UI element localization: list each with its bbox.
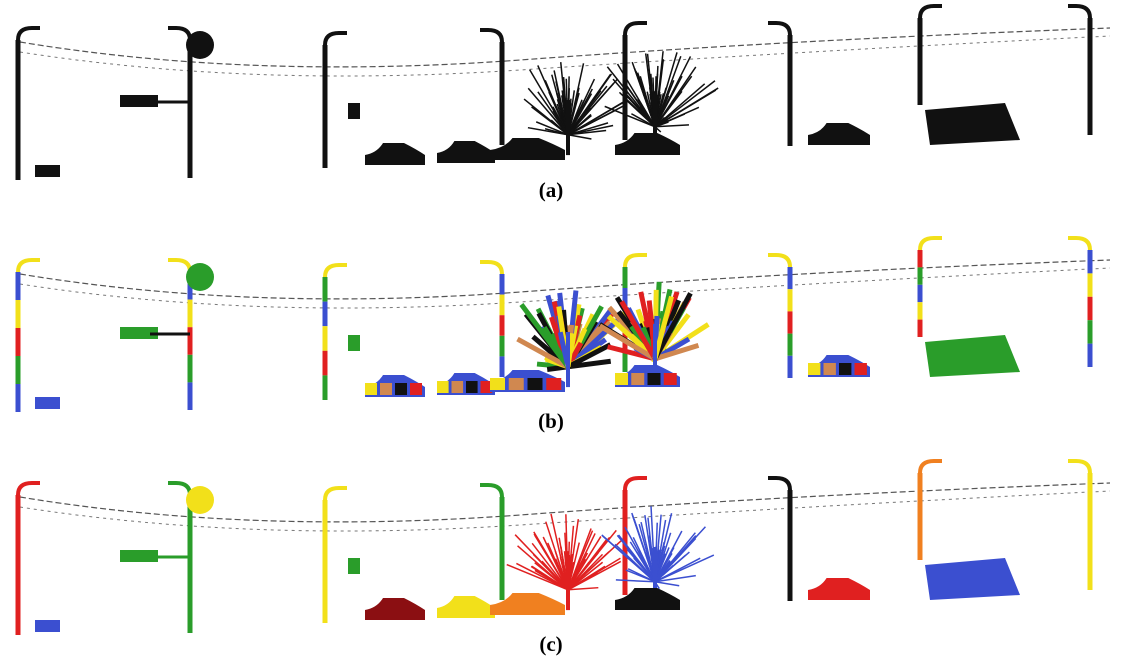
pole-arm: [768, 478, 790, 490]
pole-arm: [480, 485, 502, 497]
power-line: [20, 268, 1110, 308]
pole-arm: [168, 28, 190, 40]
pole-arm: [625, 23, 647, 35]
tree-branch: [568, 135, 591, 139]
car: [365, 143, 425, 165]
car-segment: [452, 381, 464, 393]
car: [437, 141, 495, 163]
vehicle-block: [925, 335, 1020, 377]
panel-scene: [18, 6, 1110, 180]
sign: [348, 335, 360, 351]
pole-arm: [325, 265, 347, 277]
pole-arm: [18, 483, 40, 495]
pole-arm: [168, 260, 190, 272]
pole-arm: [625, 478, 647, 490]
car: [437, 596, 495, 618]
panel-scene: [18, 461, 1110, 635]
pole-arm: [920, 6, 942, 18]
tree-branch: [655, 582, 679, 586]
pole-arm: [625, 255, 647, 267]
car: [808, 123, 870, 145]
tree-crown: [186, 31, 214, 59]
pole-arm: [1068, 6, 1090, 18]
car-segment: [664, 373, 677, 385]
sign: [35, 397, 60, 409]
tree-crown: [186, 263, 214, 291]
sign: [348, 558, 360, 574]
car-segment: [824, 363, 836, 375]
car-segment: [648, 373, 661, 385]
pole-arm: [18, 28, 40, 40]
car-segment: [466, 381, 478, 393]
car-segment: [395, 383, 407, 395]
car-segment: [615, 373, 628, 385]
panel-label: (a): [521, 178, 581, 203]
car-segment: [839, 363, 851, 375]
pole-arm: [18, 260, 40, 272]
car-segment: [490, 378, 505, 390]
pole-arm: [768, 23, 790, 35]
power-line: [20, 28, 1110, 67]
car-segment: [631, 373, 644, 385]
pole-arm: [325, 488, 347, 500]
sign: [348, 103, 360, 119]
car-segment: [528, 378, 543, 390]
figure: (a) (b) (c): [0, 0, 1137, 657]
pole-arm: [325, 33, 347, 45]
pole-arm: [1068, 461, 1090, 473]
power-line: [20, 483, 1110, 522]
pole-arm: [920, 238, 942, 250]
panel-scene: [18, 238, 1110, 412]
point-cloud-illustration: [0, 0, 1137, 657]
sign: [35, 165, 60, 177]
pole-arm: [920, 461, 942, 473]
tree-crown: [186, 486, 214, 514]
car: [365, 598, 425, 620]
car-segment: [380, 383, 392, 395]
car-segment: [855, 363, 867, 375]
car-segment: [437, 381, 449, 393]
car-segment: [509, 378, 524, 390]
car-segment: [365, 383, 377, 395]
power-line: [20, 260, 1110, 299]
sign: [35, 620, 60, 632]
pole-arm: [1068, 238, 1090, 250]
panel-label: (b): [521, 409, 581, 434]
pole-arm: [480, 262, 502, 274]
car-segment: [808, 363, 820, 375]
panel-label: (c): [521, 632, 581, 657]
car: [808, 578, 870, 600]
power-line: [20, 491, 1110, 531]
pole-arm: [768, 255, 790, 267]
power-line: [20, 36, 1110, 76]
car-segment: [546, 378, 561, 390]
pole-arm: [168, 483, 190, 495]
vehicle-block: [925, 558, 1020, 600]
vehicle-block: [925, 103, 1020, 145]
pole-arm: [480, 30, 502, 42]
car-segment: [410, 383, 422, 395]
